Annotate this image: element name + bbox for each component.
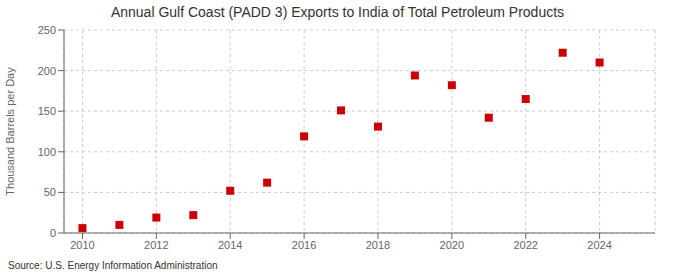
svg-text:2012: 2012 — [144, 239, 168, 251]
svg-text:50: 50 — [44, 186, 56, 198]
svg-text:100: 100 — [38, 146, 56, 158]
svg-text:2024: 2024 — [587, 239, 611, 251]
svg-text:2020: 2020 — [440, 239, 464, 251]
svg-text:2014: 2014 — [218, 239, 242, 251]
svg-text:2022: 2022 — [513, 239, 537, 251]
svg-text:250: 250 — [38, 24, 56, 36]
html-text:Source: U.S. Energy Informatio: Source: U.S. Energy Information Administ… — [8, 260, 218, 271]
svg-text:0: 0 — [50, 227, 56, 239]
svg-text:2016: 2016 — [292, 239, 316, 251]
svg-text:200: 200 — [38, 65, 56, 77]
svg-text:2010: 2010 — [70, 239, 94, 251]
svg-text:2018: 2018 — [366, 239, 390, 251]
svg-text:150: 150 — [38, 105, 56, 117]
html-text:Annual Gulf Coast (PADD 3) Exp: Annual Gulf Coast (PADD 3) Exports to In… — [110, 4, 565, 20]
svg-text:Thousand Barrels per Day: Thousand Barrels per Day — [8, 67, 16, 196]
